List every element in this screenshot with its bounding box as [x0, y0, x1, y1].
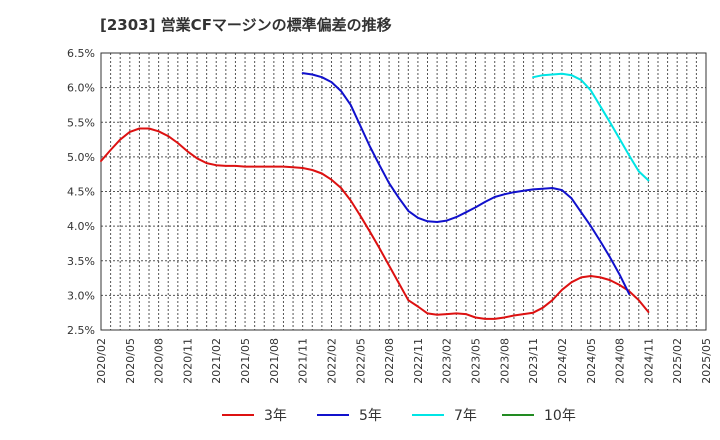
y-tick-label: 3.5% — [67, 255, 95, 268]
x-tick-label: 2021/08 — [268, 338, 281, 384]
x-tick-label: 2024/05 — [585, 338, 598, 384]
x-tick-label: 2022/11 — [412, 338, 425, 384]
legend-label: 7年 — [454, 408, 477, 424]
chart-title: [2303] 営業CFマージンの標準偏差の推移 — [100, 16, 392, 34]
series-line-3 — [532, 72, 650, 182]
x-tick-label: 2025/02 — [671, 338, 684, 384]
x-tick-label: 2024/08 — [614, 338, 627, 384]
x-tick-label: 2022/05 — [354, 338, 367, 384]
y-tick-label: 3.0% — [67, 289, 95, 302]
x-tick-label: 2020/02 — [95, 338, 108, 384]
legend: 3年 5年 7年 10年 — [222, 408, 576, 424]
y-tick-label: 6.5% — [67, 47, 95, 60]
series-lines — [100, 72, 650, 320]
legend-label: 5年 — [359, 408, 382, 424]
x-tick-label: 2023/02 — [441, 338, 454, 384]
x-tick-label: 2021/05 — [239, 338, 252, 384]
series-line-1 — [100, 127, 650, 320]
y-tick-label: 5.0% — [67, 151, 95, 164]
x-tick-label: 2021/11 — [297, 338, 310, 384]
plot-area — [101, 53, 706, 330]
legend-label: 3年 — [264, 408, 287, 424]
x-tick-label: 2025/05 — [700, 338, 713, 384]
series-line-2 — [301, 72, 631, 295]
x-tick-label: 2022/02 — [325, 338, 338, 384]
x-tick-label: 2022/08 — [383, 338, 396, 384]
x-tick-label: 2020/08 — [153, 338, 166, 384]
x-tick-label: 2024/02 — [556, 338, 569, 384]
plot-border — [100, 52, 707, 331]
y-tick-label: 4.0% — [67, 220, 95, 233]
y-tick-label: 6.0% — [67, 82, 95, 95]
x-tick-label: 2021/02 — [210, 338, 223, 384]
y-axis: 2.5% 3.0% 3.5% 4.0% 4.5% 5.0% 5.5% 6.0% 6.5% — [67, 47, 95, 337]
x-tick-label: 2023/05 — [470, 338, 483, 384]
legend-label: 10年 — [544, 408, 576, 424]
x-tick-label: 2024/11 — [642, 338, 655, 384]
x-tick-label: 2020/05 — [124, 338, 137, 384]
y-tick-label: 2.5% — [67, 324, 95, 337]
x-tick-label: 2023/08 — [498, 338, 511, 384]
y-tick-label: 4.5% — [67, 186, 95, 199]
x-tick-label: 2023/11 — [527, 338, 540, 384]
x-tick-label: 2020/11 — [181, 338, 194, 384]
y-tick-label: 5.5% — [67, 116, 95, 129]
grid — [101, 53, 706, 330]
x-axis: 2020/02 2020/05 2020/08 2020/11 2021/02 2021/… — [95, 338, 713, 384]
